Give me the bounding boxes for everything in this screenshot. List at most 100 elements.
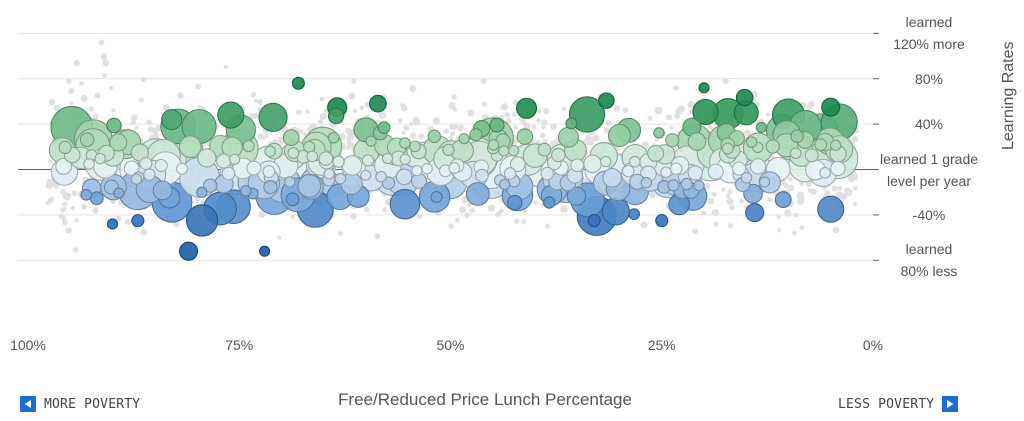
data-point	[377, 121, 391, 135]
background-point	[60, 207, 66, 213]
background-point	[374, 233, 381, 240]
background-point	[469, 207, 475, 214]
background-point	[45, 182, 53, 190]
background-point	[100, 53, 107, 60]
background-point	[541, 124, 546, 130]
background-point	[531, 124, 537, 130]
data-point	[774, 191, 792, 209]
background-point	[605, 119, 612, 127]
data-point	[830, 160, 846, 177]
data-point	[263, 179, 278, 195]
data-point	[246, 160, 262, 176]
data-point	[130, 143, 149, 162]
background-point	[666, 114, 673, 121]
background-point	[805, 180, 812, 188]
data-point	[399, 137, 411, 149]
background-point	[69, 101, 74, 106]
data-point	[262, 165, 276, 178]
background-point	[641, 141, 649, 149]
background-point	[66, 78, 72, 85]
data-point	[731, 161, 747, 176]
background-point	[824, 189, 831, 196]
data-point	[687, 132, 707, 151]
data-point	[735, 88, 754, 107]
background-point	[766, 112, 771, 117]
background-point	[248, 113, 255, 119]
background-point	[727, 189, 733, 195]
background-point	[543, 108, 550, 115]
data-point	[680, 177, 693, 191]
data-point	[509, 156, 526, 173]
data-point	[80, 189, 93, 201]
background-point	[788, 184, 795, 192]
data-point	[178, 135, 202, 159]
data-point	[628, 155, 641, 168]
background-point	[669, 125, 674, 130]
background-point	[397, 118, 403, 123]
data-point	[570, 158, 585, 173]
background-point	[845, 189, 853, 197]
background-point	[416, 213, 422, 220]
background-point	[721, 187, 726, 192]
background-point	[359, 105, 365, 111]
y-tick-label: 80%	[879, 67, 979, 90]
background-point	[102, 72, 108, 78]
x-tick-label: 25%	[647, 337, 676, 353]
background-point	[831, 185, 838, 192]
background-point	[744, 129, 751, 137]
background-point	[102, 59, 110, 67]
more-poverty-label: MORE POVERTY	[44, 396, 141, 412]
data-point	[789, 147, 802, 160]
background-point	[838, 192, 844, 198]
data-point	[427, 129, 442, 144]
data-point	[819, 166, 831, 179]
background-point	[495, 211, 501, 218]
x-tick-label: 100%	[10, 337, 46, 353]
background-point	[116, 215, 122, 222]
data-point	[600, 156, 612, 168]
y-tick-label: learned 120% more	[879, 11, 979, 56]
background-point	[726, 193, 731, 199]
background-point	[295, 109, 302, 116]
background-point	[65, 227, 72, 234]
background-point	[138, 97, 144, 103]
more-poverty-button[interactable]: MORE POVERTY	[20, 396, 140, 412]
background-point	[807, 188, 813, 193]
y-tick-label: learned 1 grade level per year	[879, 147, 979, 192]
data-point	[817, 195, 845, 223]
data-point	[89, 191, 104, 206]
background-point	[195, 83, 201, 90]
background-point	[147, 126, 154, 133]
data-point	[58, 140, 72, 155]
background-point	[851, 135, 859, 143]
less-poverty-button[interactable]: LESS POVERTY	[838, 396, 959, 412]
background-point	[677, 105, 686, 113]
data-point	[598, 92, 615, 109]
background-point	[777, 228, 782, 233]
data-point	[830, 139, 842, 151]
background-point	[88, 105, 95, 112]
data-point	[203, 178, 218, 193]
background-point	[537, 108, 542, 114]
background-point	[640, 221, 648, 229]
data-point	[498, 145, 510, 157]
background-point	[155, 125, 162, 131]
background-point	[674, 112, 681, 119]
data-point	[790, 129, 804, 143]
data-point	[185, 204, 219, 237]
background-point	[832, 226, 840, 234]
background-point	[73, 59, 81, 67]
data-point	[375, 170, 387, 183]
data-point	[693, 179, 705, 192]
x-tick-label: 0%	[862, 337, 884, 353]
background-point	[350, 212, 357, 220]
background-point	[250, 92, 256, 98]
background-point	[788, 176, 793, 182]
data-point	[622, 164, 635, 178]
background-point	[703, 182, 711, 190]
data-point	[369, 94, 387, 113]
background-point	[687, 100, 695, 109]
background-point	[401, 130, 406, 135]
background-point	[134, 125, 139, 130]
